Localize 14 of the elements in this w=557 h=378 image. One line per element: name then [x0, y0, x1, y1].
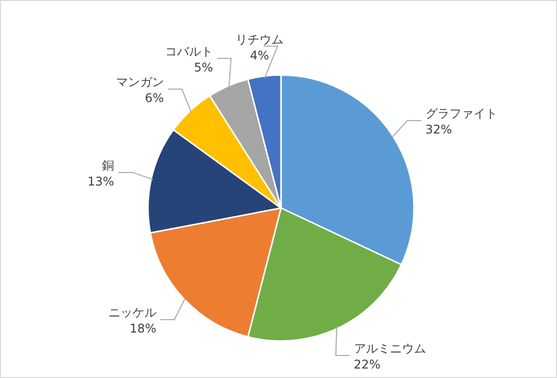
slice-label: ニッケル: [108, 306, 156, 320]
slice-label: 銅: [102, 158, 114, 172]
data-label: 4%: [250, 48, 270, 62]
data-label: 22%: [354, 357, 380, 372]
data-label: 5%: [194, 60, 214, 74]
slice-label: リチウム: [236, 32, 284, 46]
data-label: 6%: [144, 91, 164, 106]
data-label: 18%: [130, 322, 156, 336]
slice-label: グラファイト: [425, 106, 498, 121]
slice-label: アルミニウム: [354, 341, 426, 356]
slice-label: コバルト: [165, 44, 214, 58]
data-label: 13%: [87, 174, 114, 188]
slice-label: マンガン: [116, 75, 164, 90]
data-label: 32%: [425, 122, 452, 137]
